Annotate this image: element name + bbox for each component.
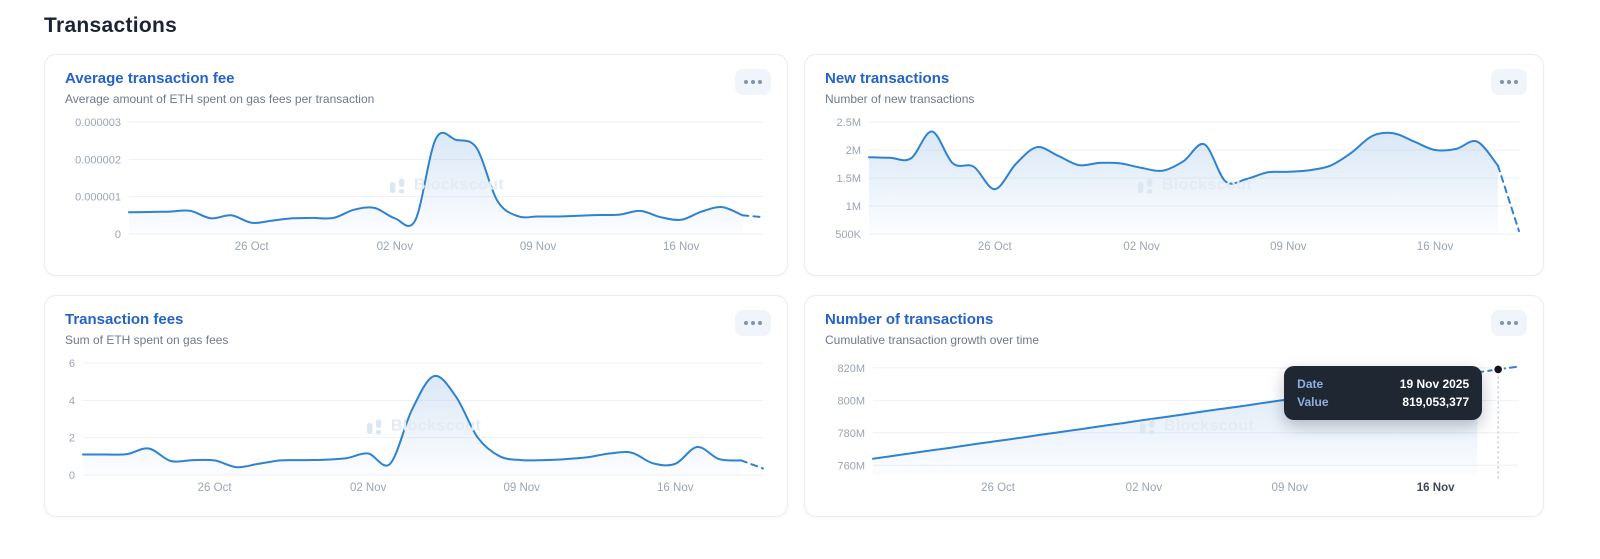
y-axis-label: 4 [69, 395, 75, 407]
y-axis-label: 0 [69, 470, 75, 482]
card-average-transaction-fee: Average transaction fee Average amount o… [44, 54, 788, 276]
ellipsis-icon [744, 321, 762, 325]
chart-area: 2.5M 2M 1.5M 1M 500K 26 Oct 02 Nov 09 Nov 16 Nov… [825, 116, 1523, 256]
y-axis-label: 1.5M [837, 173, 861, 185]
y-axis-label: 0.000003 [75, 117, 121, 129]
chart-area: 0.000003 0.000002 0.000001 0 26 Oct 02 Nov 09 … [65, 116, 767, 256]
card-number-of-transactions: Number of transactions Cumulative transa… [804, 295, 1544, 517]
x-axis-label: 09 Nov [503, 482, 540, 494]
y-axis-label: 500K [835, 229, 861, 241]
x-axis-label: 16 Nov [663, 241, 700, 253]
series-line-dashed [740, 459, 764, 470]
area-fill [129, 132, 743, 234]
y-axis-label: 2M [846, 145, 861, 157]
more-options-button[interactable] [735, 310, 771, 336]
series-line [82, 374, 743, 469]
card-title: Transaction fees [65, 311, 184, 328]
charts-grid: Average transaction fee Average amount o… [44, 54, 1600, 517]
card-title: Number of transactions [825, 311, 994, 328]
y-axis-label: 820M [837, 363, 865, 375]
more-options-button[interactable] [1491, 310, 1527, 336]
y-axis-label: 2 [69, 433, 75, 445]
card-subtitle: Number of new transactions [825, 92, 975, 106]
card-transaction-fees: Transaction fees Sum of ETH spent on gas… [44, 295, 788, 517]
x-axis-label: 02 Nov [1126, 482, 1163, 494]
card-subtitle: Average amount of ETH spent on gas fees … [65, 92, 375, 106]
y-axis-label: 1M [846, 201, 861, 213]
chart-canvas[interactable]: 2.5M 2M 1.5M 1M 500K 26 Oct 02 Nov 09 Nov 16 Nov [825, 116, 1523, 256]
x-axis-label: 02 Nov [350, 482, 387, 494]
x-axis-label: 26 Oct [978, 241, 1013, 253]
area-fill [83, 375, 742, 475]
card-subtitle: Sum of ETH spent on gas fees [65, 333, 229, 347]
x-axis-label: 16 Nov [657, 482, 694, 494]
more-options-button[interactable] [735, 69, 771, 95]
y-axis-label: 760M [837, 460, 865, 472]
y-axis-label: 2.5M [837, 117, 861, 129]
tooltip-row: Value 819,053,377 [1297, 393, 1469, 411]
series-line-dashed [741, 214, 764, 219]
series-line [128, 131, 744, 227]
x-axis-label: 16 Nov [1417, 241, 1454, 253]
area-fill [869, 131, 1498, 234]
card-title: Average transaction fee [65, 70, 235, 87]
card-subtitle: Cumulative transaction growth over time [825, 333, 1040, 347]
series-line [868, 130, 1499, 191]
ellipsis-icon [744, 80, 762, 84]
x-axis-label: 09 Nov [1272, 482, 1309, 494]
tooltip-label: Value [1297, 395, 1329, 410]
tooltip-row: Date 19 Nov 2025 [1297, 375, 1469, 393]
y-axis-label: 6 [69, 358, 75, 370]
chart-area: 6 4 2 0 26 Oct 02 Nov 09 Nov 16 Nov Blockscout [65, 357, 767, 497]
card-title: New transactions [825, 70, 950, 87]
x-axis-label: 09 Nov [1270, 241, 1307, 253]
tooltip-value: 819,053,377 [1402, 395, 1470, 410]
chart-canvas[interactable]: 6 4 2 0 26 Oct 02 Nov 09 Nov 16 Nov [65, 357, 767, 497]
x-axis-label: 26 Oct [235, 241, 270, 253]
ellipsis-icon [1500, 321, 1518, 325]
ellipsis-icon [1500, 80, 1518, 84]
tooltip-value: 19 Nov 2025 [1399, 377, 1470, 392]
page-title: Transactions [44, 14, 178, 37]
more-options-button[interactable] [1491, 69, 1527, 95]
x-axis-label: 16 Nov [1417, 482, 1455, 494]
y-axis-label: 0.000002 [75, 154, 121, 166]
y-axis-label: 800M [837, 395, 865, 407]
chart-tooltip: Date 19 Nov 2025 Value 819,053,377 [1284, 366, 1483, 421]
y-axis-label: 0 [115, 229, 121, 241]
series-line-dashed [1497, 164, 1520, 233]
hover-point-marker [1492, 363, 1504, 376]
x-axis-label: 26 Oct [981, 482, 1016, 494]
tooltip-label: Date [1297, 377, 1324, 392]
chart-canvas[interactable]: 0.000003 0.000002 0.000001 0 26 Oct 02 Nov 09 … [65, 116, 767, 256]
x-axis-label: 09 Nov [520, 241, 557, 253]
x-axis-label: 26 Oct [198, 482, 233, 494]
card-new-transactions: New transactions Number of new transacti… [804, 54, 1544, 276]
x-axis-label: 02 Nov [1123, 241, 1160, 253]
x-axis-label: 02 Nov [377, 241, 414, 253]
y-axis-label: 780M [837, 428, 865, 440]
y-axis-label: 0.000001 [75, 192, 121, 204]
chart-area: 820M 800M 780M 760M 26 Oct 02 Nov 09 Nov 16 Nov… [825, 357, 1523, 497]
